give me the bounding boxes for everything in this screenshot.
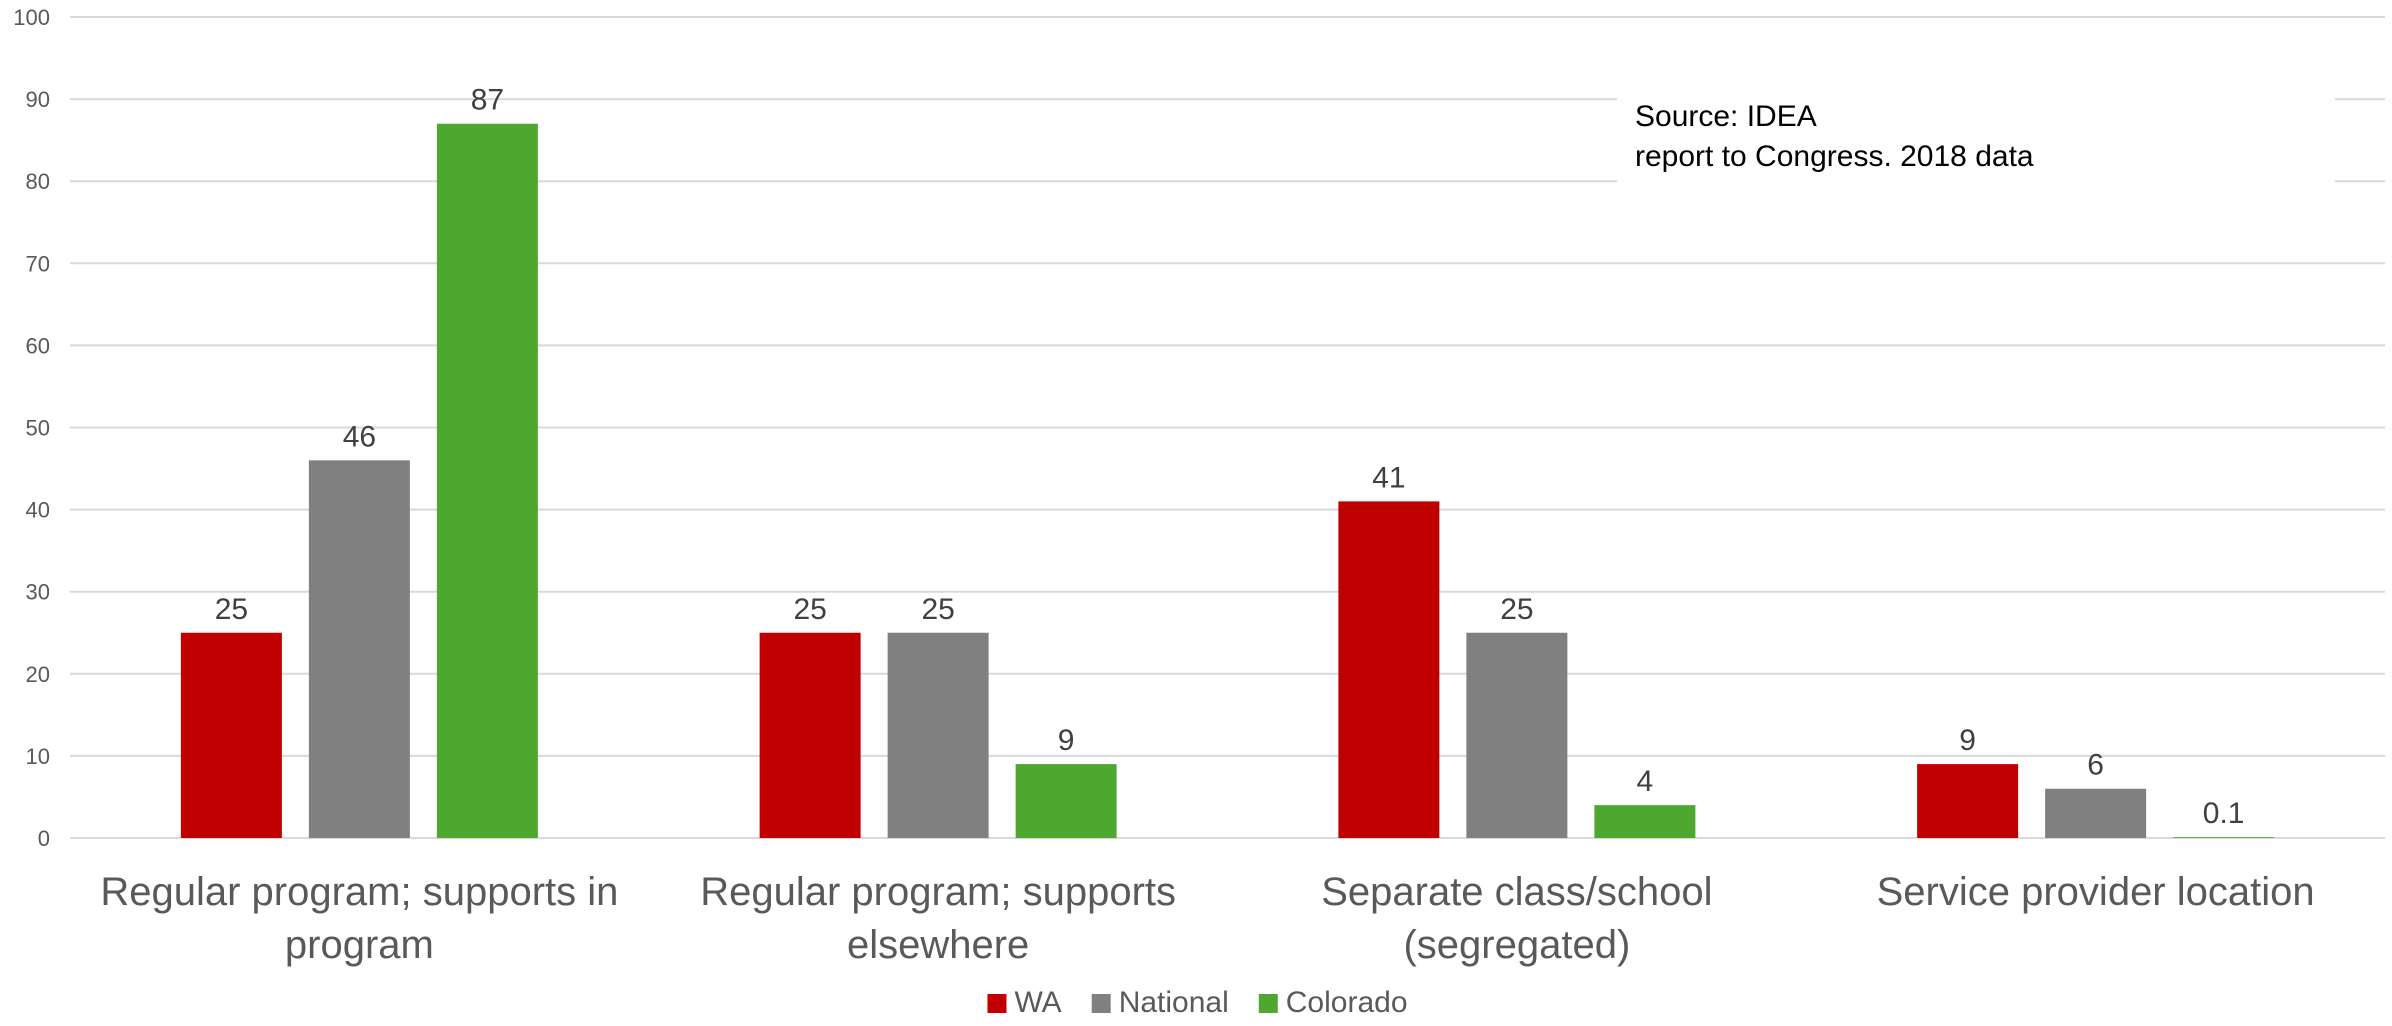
legend-swatch bbox=[1258, 994, 1278, 1013]
y-tick-label: 50 bbox=[26, 416, 50, 441]
category-label: Regular program; supports bbox=[700, 870, 1176, 914]
y-tick-label: 60 bbox=[26, 333, 50, 358]
data-label: 25 bbox=[215, 593, 248, 626]
x-axis-categories: Regular program; supports in program Regul… bbox=[100, 870, 2314, 967]
data-label: 87 bbox=[471, 84, 504, 117]
data-label: 4 bbox=[1637, 765, 1654, 798]
category-label: Regular program; supports in bbox=[100, 870, 618, 914]
y-axis-ticks: 0 10 20 30 40 50 60 70 80 90 100 bbox=[13, 5, 50, 851]
legend-item-wa: WA bbox=[987, 986, 1062, 1019]
category-label: Separate class/school bbox=[1321, 870, 1712, 914]
data-labels: 25 46 87 25 25 9 41 25 4 9 6 0.1 bbox=[215, 84, 2245, 830]
legend-label: Colorado bbox=[1286, 986, 1408, 1019]
category-label: Service provider location bbox=[1877, 870, 2315, 914]
source-annotation: Source: IDEA report to Congress. 2018 dat… bbox=[1617, 90, 2335, 185]
data-label: 9 bbox=[1959, 724, 1976, 757]
category-label: (segregated) bbox=[1403, 923, 1630, 967]
data-label: 41 bbox=[1372, 461, 1405, 494]
bar-national-0 bbox=[308, 460, 410, 838]
annotation-line: Source: IDEA bbox=[1635, 100, 1817, 133]
y-tick-label: 0 bbox=[38, 826, 50, 851]
legend-swatch bbox=[1091, 994, 1111, 1013]
y-tick-label: 20 bbox=[26, 662, 50, 687]
data-label: 25 bbox=[921, 593, 954, 626]
y-tick-label: 70 bbox=[26, 251, 50, 276]
y-tick-label: 100 bbox=[13, 5, 50, 30]
data-label: 0.1 bbox=[2203, 797, 2245, 830]
bar-wa-0 bbox=[180, 632, 282, 838]
annotation-box bbox=[1617, 90, 2335, 185]
bar-national-3 bbox=[2045, 788, 2147, 838]
data-label: 9 bbox=[1058, 724, 1075, 757]
bar-colorado-0 bbox=[436, 123, 538, 839]
legend-swatch bbox=[987, 994, 1007, 1013]
bars bbox=[180, 123, 2275, 839]
y-tick-label: 90 bbox=[26, 87, 50, 112]
data-label: 25 bbox=[1500, 593, 1533, 626]
bar-colorado-2 bbox=[1594, 805, 1696, 838]
category-label: program bbox=[285, 923, 434, 967]
legend-item-colorado: Colorado bbox=[1258, 986, 1408, 1019]
bar-colorado-3 bbox=[2173, 837, 2275, 838]
y-tick-label: 10 bbox=[26, 744, 50, 769]
annotation-line: report to Congress. 2018 data bbox=[1635, 140, 2034, 173]
legend-item-national: National bbox=[1091, 986, 1229, 1019]
bar-national-2 bbox=[1466, 632, 1568, 838]
data-label: 46 bbox=[343, 420, 376, 453]
legend-label: WA bbox=[1014, 986, 1061, 1019]
data-label: 25 bbox=[793, 593, 826, 626]
category-label: elsewhere bbox=[847, 923, 1029, 967]
y-tick-label: 80 bbox=[26, 169, 50, 194]
data-label: 6 bbox=[2087, 749, 2104, 782]
bar-wa-2 bbox=[1338, 501, 1440, 838]
y-tick-label: 40 bbox=[26, 498, 50, 523]
legend: WA National Colorado bbox=[987, 986, 1408, 1019]
bar-wa-3 bbox=[1917, 764, 2019, 838]
bar-wa-1 bbox=[759, 632, 861, 838]
y-tick-label: 30 bbox=[26, 580, 50, 605]
legend-label: National bbox=[1119, 986, 1229, 1019]
bar-colorado-1 bbox=[1015, 764, 1117, 838]
bar-national-1 bbox=[887, 632, 989, 838]
